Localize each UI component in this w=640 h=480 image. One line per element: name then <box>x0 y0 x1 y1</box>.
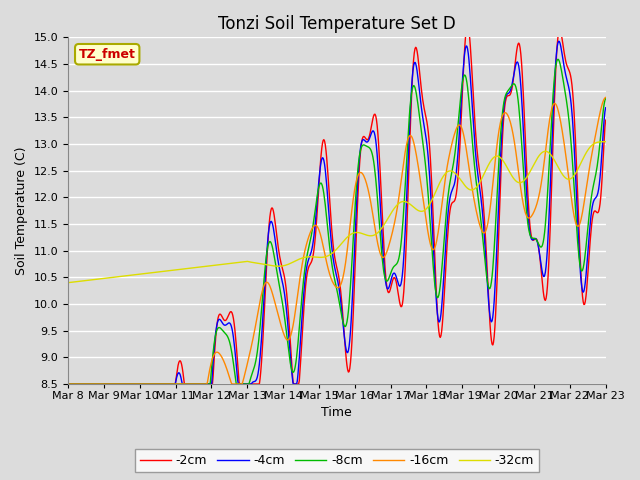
-4cm <box>64 381 72 387</box>
-2cm <box>226 310 234 315</box>
Line: -4cm: -4cm <box>68 41 605 384</box>
-16cm <box>273 307 281 313</box>
-2cm <box>273 234 281 240</box>
-2cm <box>464 24 472 30</box>
Legend: -2cm, -4cm, -8cm, -16cm, -32cm: -2cm, -4cm, -8cm, -16cm, -32cm <box>134 449 539 472</box>
-4cm <box>602 105 609 111</box>
-32cm <box>253 260 260 266</box>
-16cm <box>392 212 400 218</box>
-16cm <box>64 381 72 387</box>
Line: -8cm: -8cm <box>68 59 605 384</box>
-2cm <box>127 381 135 387</box>
-4cm <box>127 381 135 387</box>
Title: Tonzi Soil Temperature Set D: Tonzi Soil Temperature Set D <box>218 15 456 33</box>
-4cm <box>422 136 430 142</box>
-32cm <box>422 206 430 212</box>
-8cm <box>392 262 400 267</box>
-4cm <box>555 38 563 44</box>
-16cm <box>253 317 260 323</box>
-32cm <box>64 280 72 286</box>
-32cm <box>392 203 400 209</box>
-16cm <box>422 218 430 224</box>
Y-axis label: Soil Temperature (C): Soil Temperature (C) <box>15 146 28 275</box>
-2cm <box>253 381 260 387</box>
-8cm <box>127 381 135 387</box>
-8cm <box>602 96 609 101</box>
-8cm <box>422 169 430 175</box>
Line: -32cm: -32cm <box>68 142 605 283</box>
-16cm <box>602 95 609 100</box>
-32cm <box>226 261 234 266</box>
Line: -2cm: -2cm <box>68 27 605 384</box>
-16cm <box>226 376 234 382</box>
-8cm <box>554 56 562 62</box>
-32cm <box>273 264 281 269</box>
-2cm <box>64 381 72 387</box>
-4cm <box>392 273 400 279</box>
-2cm <box>422 115 430 121</box>
-16cm <box>127 381 135 387</box>
-4cm <box>226 321 234 326</box>
-32cm <box>602 139 609 144</box>
Line: -16cm: -16cm <box>68 97 605 384</box>
-8cm <box>64 381 72 387</box>
-8cm <box>226 340 234 346</box>
-8cm <box>253 354 260 360</box>
X-axis label: Time: Time <box>321 407 352 420</box>
-2cm <box>392 278 400 284</box>
-8cm <box>273 269 281 275</box>
Text: TZ_fmet: TZ_fmet <box>79 48 136 61</box>
-32cm <box>127 272 135 278</box>
-4cm <box>253 376 260 382</box>
-4cm <box>273 250 281 256</box>
-2cm <box>602 117 609 123</box>
